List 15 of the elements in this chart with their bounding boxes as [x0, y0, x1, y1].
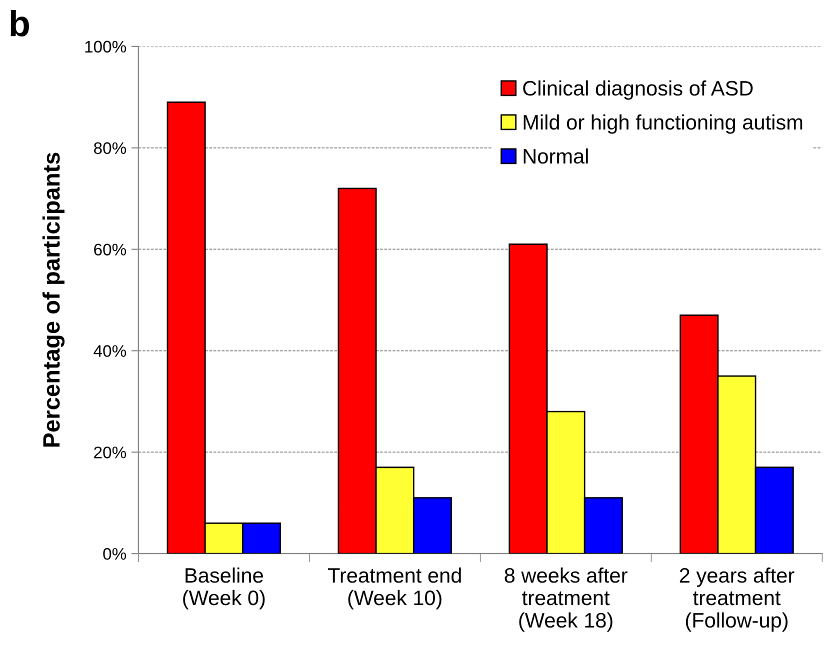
x-tick-label: Treatment end (Week 10) — [328, 567, 461, 610]
y-axis-title: Percentage of participants — [42, 152, 65, 447]
y-tick-label: 20% — [94, 446, 126, 458]
y-tick-label: 80% — [94, 142, 126, 154]
y-tick-label: 40% — [94, 345, 126, 357]
y-tick-label: 0% — [103, 548, 126, 560]
y-tick-label: 100% — [85, 40, 126, 53]
x-tick-label: 8 weeks after treatment (Week 18) — [504, 567, 628, 632]
x-tick-label: Baseline (Week 0) — [183, 567, 265, 610]
x-tick-label: 2 years after treatment (Follow-up) — [680, 568, 794, 632]
legend-label: Normal — [524, 148, 588, 164]
text: b — [10, 10, 29, 36]
legend-label: Clinical diagnosis of ASD — [523, 80, 753, 100]
y-tick-label: 60% — [94, 244, 126, 256]
legend-label: Mild or high functioning autism — [524, 114, 802, 134]
